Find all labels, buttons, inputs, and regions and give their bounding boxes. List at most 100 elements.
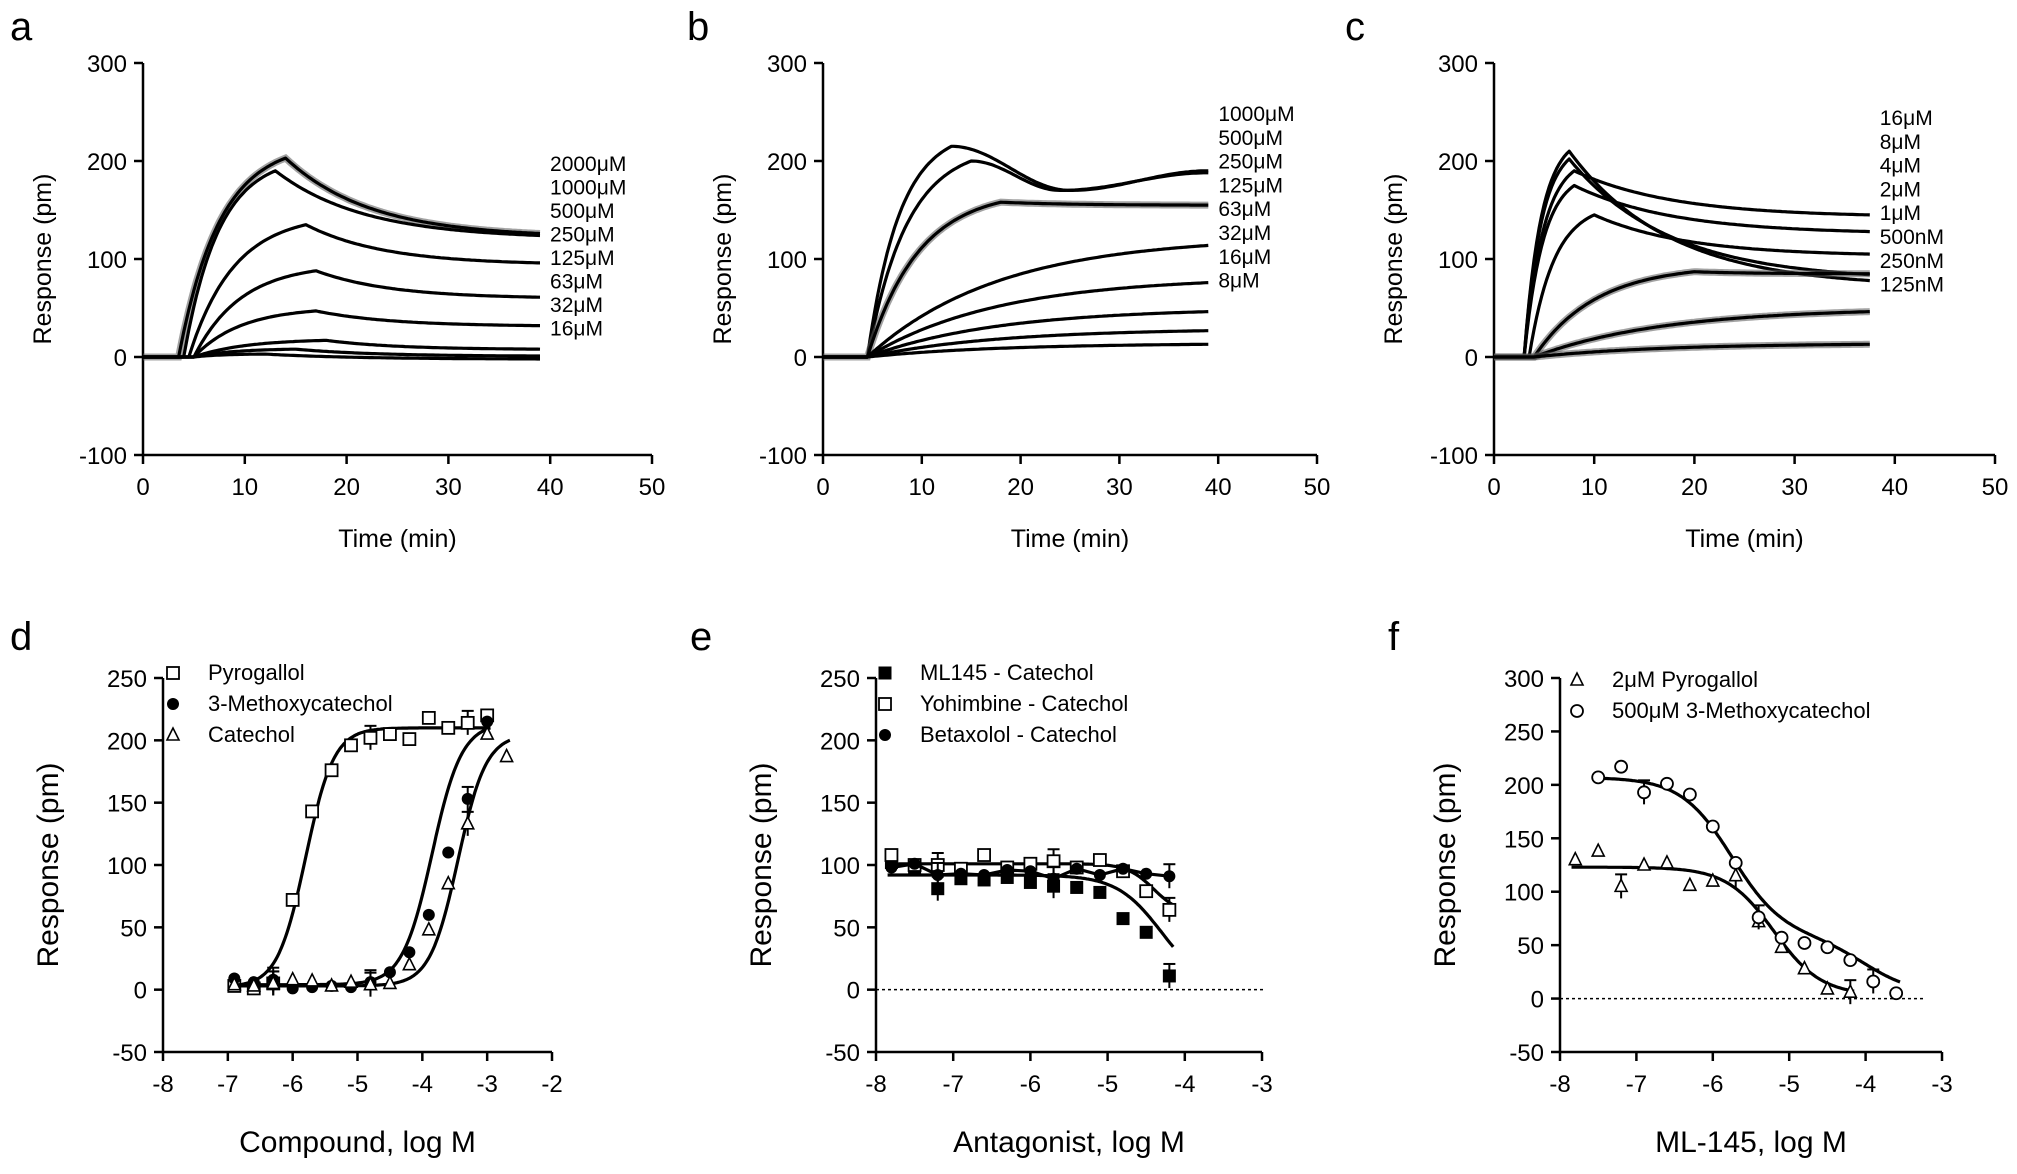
data-point: [402, 732, 417, 746]
series-label: 4μM: [1880, 155, 1921, 178]
panel-d: d -50 0 50 100 150 200 250 -8 -7 -6 -5 -4 -3 -2 Compoun…: [10, 615, 563, 1159]
y-tick-label: 200: [1504, 773, 1544, 800]
x-tick-label: -6: [1020, 1071, 1041, 1098]
y-tick-label: 100: [1438, 247, 1478, 274]
x-tick-label: 40: [537, 474, 564, 501]
x-tick-label: 0: [136, 474, 149, 501]
panel-letter: e: [690, 615, 712, 659]
x-tick-label: -5: [347, 1071, 368, 1098]
data-point: [1843, 953, 1858, 968]
y-tick-label: -50: [1509, 1040, 1544, 1067]
x-tick-label: 30: [1106, 474, 1133, 501]
series-trace: [1494, 169, 1870, 359]
series-label: 16μM: [1218, 246, 1271, 269]
y-tick-label: 250: [820, 666, 860, 693]
data-point: [324, 977, 339, 992]
data-point: [1797, 936, 1812, 950]
x-tick-label: 20: [1007, 474, 1034, 501]
y-tick-label: 300: [767, 51, 807, 78]
series-label: 125μM: [1218, 174, 1283, 197]
data-point: [908, 857, 921, 870]
data-point: [1705, 872, 1721, 887]
data-point: [421, 710, 436, 725]
x-tick-label: 0: [816, 474, 829, 501]
x-tick-label: -7: [943, 1071, 964, 1098]
y-tick-label: -100: [759, 443, 807, 470]
data-point: [1613, 877, 1629, 893]
data-point: [265, 974, 281, 990]
y-tick-label: -100: [79, 443, 127, 470]
data-point: [1774, 930, 1789, 945]
data-point: [954, 867, 967, 880]
data-point: [1682, 787, 1697, 802]
series-label: 1000μM: [1218, 103, 1294, 126]
y-axis-title: Response (pm): [709, 174, 737, 345]
data-point: [166, 666, 180, 680]
series-label: 16μM: [1880, 107, 1933, 130]
data-point: [499, 747, 514, 763]
data-point: [1047, 872, 1060, 885]
data-point: [878, 697, 892, 711]
data-point: [363, 730, 378, 745]
data-point: [1140, 867, 1153, 880]
x-tick-label: 0: [1487, 474, 1500, 501]
y-tick-label: 50: [833, 915, 860, 942]
series-trace: [823, 281, 1209, 359]
x-tick-label: -4: [1174, 1071, 1195, 1098]
data-point: [1092, 853, 1107, 867]
series-label: 250μM: [550, 224, 615, 247]
y-tick-label: 300: [1438, 51, 1478, 78]
x-tick-label: -8: [865, 1071, 886, 1098]
series-label: 16μM: [550, 318, 603, 341]
y-tick-label: 0: [1465, 345, 1478, 372]
series-trace: [143, 269, 540, 359]
data-point: [382, 974, 398, 990]
y-tick-label: 0: [794, 345, 807, 372]
series-trace: [1494, 310, 1870, 359]
data-point: [978, 868, 991, 881]
x-tick-label: -7: [1626, 1071, 1647, 1098]
y-tick-label: 0: [114, 345, 127, 372]
y-axis-title: Response (pm): [745, 762, 778, 967]
data-point: [878, 666, 892, 680]
x-tick-label: 10: [908, 474, 935, 501]
data-point: [1637, 785, 1651, 800]
data-point: [1843, 983, 1858, 998]
x-tick-label: -7: [217, 1071, 238, 1098]
series-trace: [1494, 157, 1870, 359]
legend-entry: Yohimbine - Catechol: [920, 691, 1128, 716]
series-trace: [1494, 213, 1870, 359]
data-point: [1705, 819, 1720, 834]
series-label: 63μM: [1218, 198, 1271, 221]
series-label: 1000μM: [550, 177, 626, 200]
y-tick-label: 300: [87, 51, 127, 78]
series-label: 500μM: [1218, 127, 1283, 150]
data-point: [1774, 938, 1789, 954]
series-label: 8μM: [1218, 270, 1259, 293]
data-point: [343, 973, 359, 988]
x-tick-label: -2: [541, 1071, 562, 1098]
data-point: [442, 846, 455, 859]
fit-curve: [1594, 776, 1901, 984]
series-label: 1μM: [1880, 202, 1921, 225]
series-label: 63μM: [550, 271, 603, 294]
series-trace: [823, 200, 1209, 359]
data-point: [884, 848, 899, 862]
data-point: [1070, 880, 1084, 894]
y-tick-label: 300: [1504, 666, 1544, 693]
panel-a: a -100 0 100 200 300 0 10 20 30 40 50 Time (min) Resp…: [10, 5, 665, 553]
x-tick-label: 40: [1881, 474, 1908, 501]
legend-entry: Catechol: [208, 722, 295, 747]
data-point: [1659, 854, 1675, 869]
x-tick-label: 10: [231, 474, 258, 501]
data-point: [402, 955, 417, 971]
data-point: [1139, 925, 1153, 939]
y-tick-label: 0: [847, 978, 860, 1005]
data-point: [1163, 870, 1176, 883]
data-point: [285, 970, 300, 986]
series-trace: [143, 169, 541, 359]
y-tick-label: 100: [1504, 880, 1544, 907]
data-point: [363, 975, 378, 991]
x-tick-label: -3: [476, 1071, 497, 1098]
data-point: [167, 698, 179, 710]
